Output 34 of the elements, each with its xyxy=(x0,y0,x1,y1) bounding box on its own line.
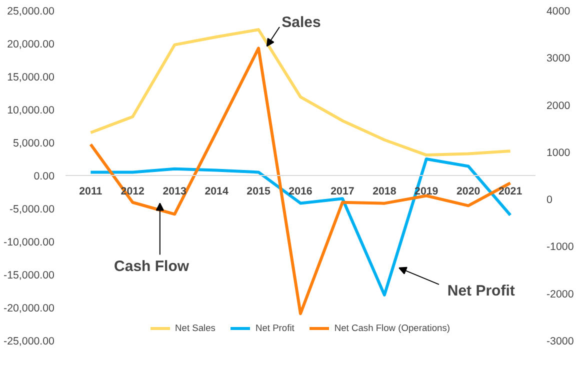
annotation: Net Profit xyxy=(447,282,515,300)
x-tick-label: 2020 xyxy=(456,186,480,198)
annotation: Sales xyxy=(282,14,321,31)
legend-label: Net Profit xyxy=(255,323,294,333)
annotation: Cash Flow xyxy=(114,258,190,275)
line-series xyxy=(89,28,512,157)
x-tick-label: 2016 xyxy=(288,186,312,198)
y2-tick-label: 0 xyxy=(546,194,552,206)
y-tick-label: 5,000.00 xyxy=(13,138,55,150)
y-tick-label: -25,000.00 xyxy=(4,336,55,348)
y2-tick-label: 2000 xyxy=(546,100,570,112)
x-tick-label: 2015 xyxy=(246,186,270,198)
y-tick-label: 10,000.00 xyxy=(7,104,55,116)
y2-tick-label: 3000 xyxy=(546,52,570,65)
y-tick-label: -10,000.00 xyxy=(4,236,55,248)
y-tick-label: -5,000.00 xyxy=(9,204,55,216)
y-tick-label: -15,000.00 xyxy=(4,270,55,282)
y-tick-label: 15,000.00 xyxy=(7,72,55,84)
y-tick-label: 0.00 xyxy=(34,170,55,182)
y-tick-label: 25,000.00 xyxy=(7,6,55,18)
y-tick-label: 20,000.00 xyxy=(7,38,55,50)
x-tick-label: 2018 xyxy=(372,186,396,198)
legend-label: Net Cash Flow (Operations) xyxy=(334,323,450,333)
y2-tick-label: -3000 xyxy=(546,336,574,348)
x-tick-label: 2021 xyxy=(498,186,522,198)
x-tick-label: 2017 xyxy=(330,186,354,198)
y2-tick-label: -1000 xyxy=(546,241,574,254)
x-tick-label: 2014 xyxy=(204,186,228,198)
x-tick-label: 2011 xyxy=(79,186,102,198)
y2-tick-label: -2000 xyxy=(546,288,574,300)
y-tick-label: -20,000.00 xyxy=(4,302,55,314)
y2-tick-label: 4000 xyxy=(546,6,570,18)
y2-tick-label: 1000 xyxy=(546,146,570,159)
legend-label: Net Sales xyxy=(175,323,216,333)
